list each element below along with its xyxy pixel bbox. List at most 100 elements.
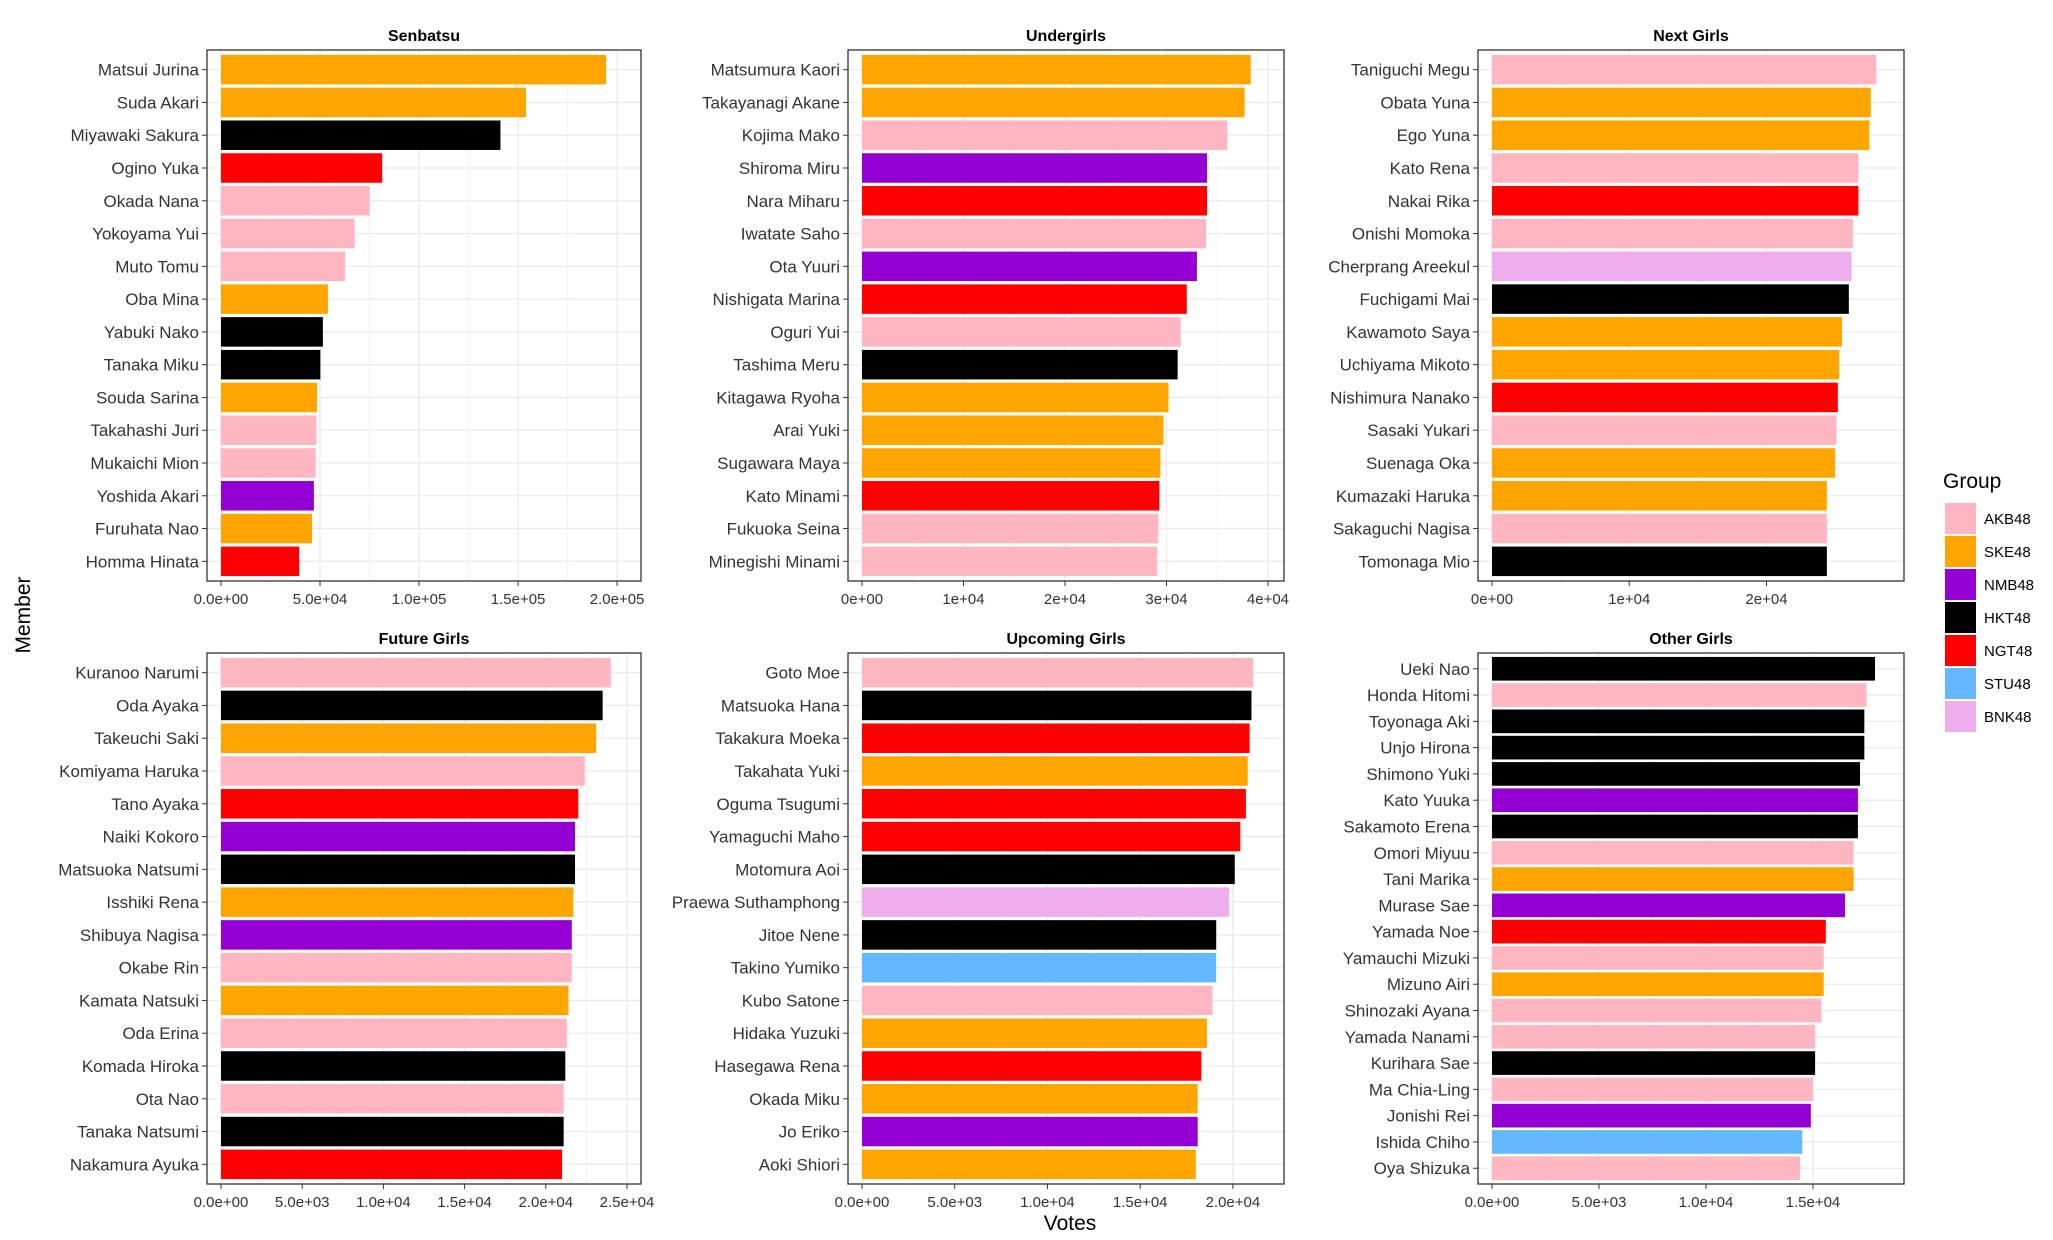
legend-item-hkt48: HKT48 bbox=[1945, 602, 2031, 633]
legend-item-stu48: STU48 bbox=[1945, 668, 2031, 699]
legend-item-akb48: AKB48 bbox=[1945, 503, 2031, 534]
y-tick-label: Aoki Shiori bbox=[759, 1155, 840, 1174]
bar-okada-nana bbox=[221, 186, 370, 216]
y-tick-label: Goto Moe bbox=[765, 664, 840, 683]
x-tick-label: 1.5e+04 bbox=[1113, 1194, 1168, 1211]
bar-shinozaki-ayana bbox=[1492, 998, 1822, 1023]
bar-mukaichi-mion bbox=[221, 448, 316, 478]
panel-undergirls: Matsumura Kaori Takayanagi Akane Kojima Ma… bbox=[702, 28, 1289, 608]
x-tick-label: 0.0e+00 bbox=[194, 1194, 249, 1211]
bar-takakura-moeka bbox=[862, 723, 1250, 753]
y-tick-label: Ogino Yuka bbox=[111, 159, 199, 178]
bar-kato-rena bbox=[1492, 153, 1859, 183]
x-tick-label: 5.0e+03 bbox=[1572, 1194, 1627, 1211]
legend-title: Group bbox=[1943, 470, 2001, 493]
y-tick-label: Kuranoo Narumi bbox=[75, 664, 199, 683]
legend-item-nmb48: NMB48 bbox=[1945, 569, 2034, 600]
y-tick-label: Onishi Momoka bbox=[1352, 225, 1471, 244]
y-tick-label: Obata Yuna bbox=[1381, 93, 1471, 112]
bar-kamata-natsuki bbox=[221, 985, 569, 1016]
bar-ueki-nao bbox=[1492, 656, 1876, 681]
y-tick-label: Oguri Yui bbox=[770, 323, 840, 342]
y-tick-label: Nara Miharu bbox=[746, 192, 840, 211]
bar-kuranoo-narumi bbox=[221, 657, 611, 688]
y-tick-label: Matsuoka Hana bbox=[721, 696, 841, 715]
y-tick-label: Kubo Satone bbox=[742, 991, 840, 1010]
y-tick-label: Tani Marika bbox=[1383, 870, 1470, 889]
y-tick-label: Ego Yuna bbox=[1397, 126, 1471, 145]
bar-obata-yuna bbox=[1492, 87, 1871, 118]
bar-oya-shizuka bbox=[1492, 1156, 1801, 1181]
y-tick-label: Tomonaga Mio bbox=[1358, 552, 1470, 571]
x-tick-label: 2.5e+04 bbox=[600, 1194, 655, 1211]
legend-swatch bbox=[1945, 668, 1976, 699]
legend-swatch bbox=[1945, 503, 1976, 534]
bar-murase-sae bbox=[1492, 893, 1846, 918]
bar-komiyama-haruka bbox=[221, 756, 585, 786]
x-tick-label: 2e+04 bbox=[1044, 591, 1086, 608]
bar-shimono-yuki bbox=[1492, 762, 1861, 786]
x-tick-label: 5.0e+03 bbox=[275, 1194, 330, 1211]
y-tick-label: Jo Eriko bbox=[779, 1123, 840, 1142]
bar-sakamoto-erena bbox=[1492, 814, 1858, 839]
y-tick-label: Kato Minami bbox=[746, 487, 840, 506]
y-tick-label: Sugawara Maya bbox=[717, 454, 840, 473]
bar-mizuno-airi bbox=[1492, 972, 1824, 997]
bar-furuhata-nao bbox=[221, 513, 313, 544]
bar-kawamoto-saya bbox=[1492, 317, 1842, 347]
x-tick-label: 4e+04 bbox=[1247, 591, 1289, 608]
bar-takayanagi-akane bbox=[862, 87, 1245, 118]
y-tick-label: Omori Miyuu bbox=[1374, 844, 1470, 863]
bar-souda-sarina bbox=[221, 382, 318, 413]
y-tick-label: Yamada Noe bbox=[1372, 923, 1470, 942]
bar-okada-miku bbox=[862, 1084, 1198, 1114]
bar-cherprang-areekul bbox=[1492, 251, 1852, 282]
x-tick-label: 0.0e+00 bbox=[835, 1194, 890, 1211]
y-tick-label: Fukuoka Seina bbox=[727, 520, 841, 539]
legend-label: HKT48 bbox=[1984, 610, 2031, 627]
bar-taniguchi-megu bbox=[1492, 54, 1877, 85]
y-tick-label: Yabuki Nako bbox=[104, 323, 199, 342]
legend-swatch bbox=[1945, 569, 1976, 600]
bar-kurihara-sae bbox=[1492, 1051, 1816, 1075]
x-tick-label: 0.0e+00 bbox=[194, 591, 249, 608]
y-tick-label: Takino Yumiko bbox=[731, 959, 840, 978]
bar-hasegawa-rena bbox=[862, 1051, 1202, 1081]
x-tick-label: 5.0e+04 bbox=[293, 591, 348, 608]
y-tick-label: Ota Yuuri bbox=[769, 257, 840, 276]
y-tick-label: Komada Hiroka bbox=[82, 1057, 200, 1076]
bar-arai-yuki bbox=[862, 415, 1164, 445]
y-tick-label: Tanaka Miku bbox=[104, 356, 199, 375]
x-tick-label: 2.0e+04 bbox=[1206, 1194, 1261, 1211]
legend-item-ngt48: NGT48 bbox=[1945, 635, 2032, 666]
y-tick-label: Murase Sae bbox=[1378, 896, 1470, 915]
panel-border bbox=[847, 652, 1285, 1185]
x-tick-label: 1.0e+05 bbox=[392, 591, 447, 608]
bar-yamauchi-mizuki bbox=[1492, 946, 1824, 970]
legend: Group AKB48 SKE48 NMB48 HKT48 NGT48 STU48 BNK4… bbox=[1943, 470, 2034, 732]
y-tick-label: Hasegawa Rena bbox=[714, 1057, 840, 1076]
legend-label: SKE48 bbox=[1984, 544, 2031, 561]
y-tick-label: Yamada Nanami bbox=[1345, 1028, 1470, 1047]
bar-kitagawa-ryoha bbox=[862, 382, 1169, 413]
y-tick-label: Kato Yuuka bbox=[1383, 791, 1470, 810]
y-tick-label: Fuchigami Mai bbox=[1359, 290, 1470, 309]
bar-onishi-momoka bbox=[1492, 218, 1853, 249]
bar-ma-chia-ling bbox=[1492, 1077, 1813, 1102]
bar-suda-akari bbox=[221, 87, 527, 118]
bar-praewa-suthamphong bbox=[862, 887, 1230, 917]
bar-kumazaki-haruka bbox=[1492, 481, 1827, 511]
bar-omori-miyuu bbox=[1492, 840, 1854, 865]
panel-future-girls: Kuranoo Narumi Oda Ayaka Takeuchi Saki Komi… bbox=[58, 631, 654, 1211]
x-tick-label: 1.0e+04 bbox=[356, 1194, 411, 1211]
y-tick-label: Yokoyama Yui bbox=[92, 225, 199, 244]
y-tick-label: Muto Tomu bbox=[115, 257, 199, 276]
y-tick-label: Shibuya Nagisa bbox=[80, 926, 200, 945]
y-tick-label: Nishigata Marina bbox=[712, 290, 840, 309]
y-tick-label: Ishida Chiho bbox=[1375, 1133, 1470, 1152]
panel-senbatsu: Matsui Jurina Suda Akari Miyawaki Sakura Og… bbox=[71, 28, 645, 608]
y-axis-title: Member bbox=[12, 576, 35, 653]
y-tick-label: Sakaguchi Nagisa bbox=[1333, 520, 1471, 539]
y-tick-label: Praewa Suthamphong bbox=[672, 893, 840, 912]
bar-miyawaki-sakura bbox=[221, 120, 501, 150]
